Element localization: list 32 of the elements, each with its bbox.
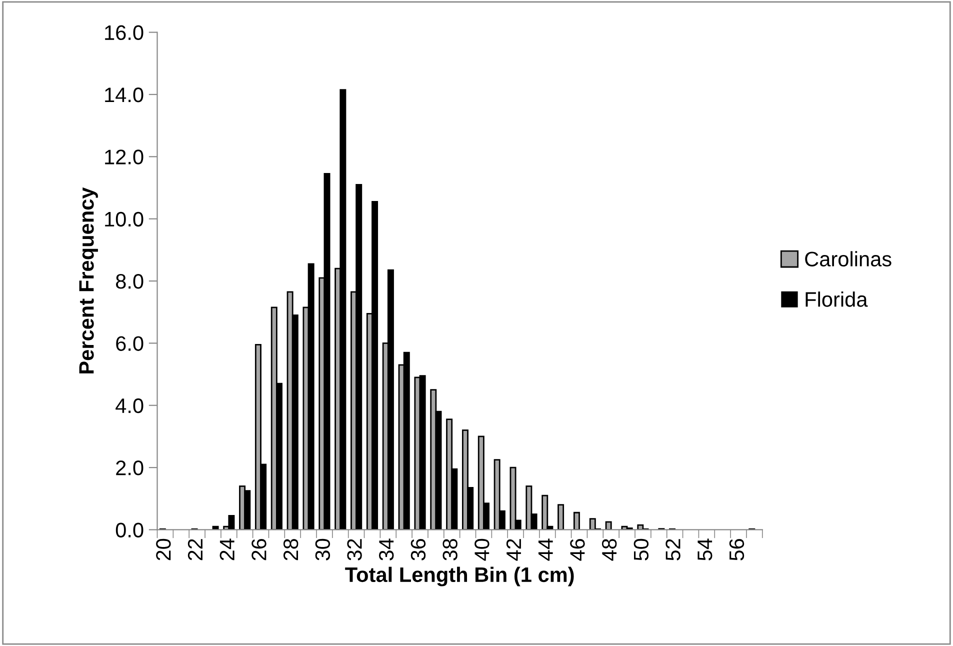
- x-tick-label: 36: [410, 538, 426, 560]
- x-tick-label: 56: [729, 538, 744, 560]
- x-tick-label: 52: [666, 539, 680, 560]
- x-tick-label: 38: [442, 538, 458, 560]
- y-axis-title: Percent Frequency: [79, 187, 98, 374]
- x-tick-label: 24: [220, 538, 234, 560]
- x-tick-label: 42: [506, 539, 521, 561]
- y-tick-label: 6.0: [116, 336, 144, 351]
- x-tick-label: 46: [570, 538, 585, 561]
- legend-label: Florida: [806, 292, 868, 307]
- y-tick-label: 14.0: [105, 87, 144, 102]
- x-tick-label: 48: [602, 538, 617, 561]
- x-tick-label: 20: [156, 538, 171, 560]
- x-tick-label: 30: [315, 538, 330, 560]
- x-tick-label: 50: [634, 538, 649, 560]
- y-tick-label: 10.0: [105, 212, 144, 227]
- x-tick-label: 34: [379, 538, 394, 560]
- x-axis-title: Total Length Bin (1 cm): [345, 566, 574, 586]
- x-tick-label: 28: [283, 538, 298, 560]
- legend-label: Carolinas: [805, 251, 892, 266]
- x-tick-label: 40: [474, 538, 490, 561]
- y-tick-label: 16.0: [105, 25, 144, 40]
- y-tick-label: 12.0: [105, 150, 144, 164]
- x-tick-label: 44: [538, 538, 553, 561]
- x-tick-label: 54: [698, 538, 712, 560]
- y-tick-label: 4.0: [116, 398, 144, 414]
- y-tick-label: 0.0: [116, 522, 144, 538]
- x-tick-label: 22: [188, 539, 202, 560]
- y-tick-label: 2.0: [116, 460, 144, 476]
- y-tick-label: 8.0: [116, 274, 144, 289]
- x-tick-label: 26: [252, 538, 266, 560]
- x-tick-label: 32: [347, 539, 362, 560]
